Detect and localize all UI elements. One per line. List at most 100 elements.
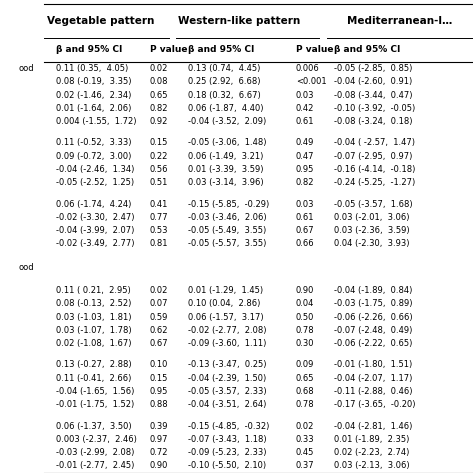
Text: -0.04 (-2.46,  1.34): -0.04 (-2.46, 1.34) (55, 165, 134, 174)
Text: -0.04 (-3.99,  2.07): -0.04 (-3.99, 2.07) (55, 226, 134, 235)
Text: 0.08: 0.08 (150, 77, 168, 86)
Text: 0.65: 0.65 (150, 91, 168, 100)
Text: ood: ood (19, 263, 35, 272)
Text: -0.01 (-1.75,  1.52): -0.01 (-1.75, 1.52) (55, 401, 134, 410)
Text: -0.05 (-5.57,  3.55): -0.05 (-5.57, 3.55) (188, 239, 266, 248)
Text: 0.90: 0.90 (150, 462, 168, 471)
Text: -0.03 (-3.46,  2.06): -0.03 (-3.46, 2.06) (188, 213, 266, 222)
Text: -0.02 (-3.30,  2.47): -0.02 (-3.30, 2.47) (55, 213, 134, 222)
Text: -0.03 (-2.99,  2.08): -0.03 (-2.99, 2.08) (55, 448, 134, 457)
Text: 0.61: 0.61 (296, 213, 314, 222)
Text: 0.81: 0.81 (150, 239, 168, 248)
Text: 0.18 (0.32,  6.67): 0.18 (0.32, 6.67) (188, 91, 260, 100)
Text: 0.06 (-1.49,  3.21): 0.06 (-1.49, 3.21) (188, 152, 263, 161)
Text: -0.08 (-3.44,  0.47): -0.08 (-3.44, 0.47) (334, 91, 412, 100)
Text: 0.10 (0.04,  2.86): 0.10 (0.04, 2.86) (188, 300, 260, 309)
Text: 0.02 (-1.46,  2.34): 0.02 (-1.46, 2.34) (55, 91, 131, 100)
Text: 0.01 (-3.39,  3.59): 0.01 (-3.39, 3.59) (188, 165, 263, 174)
Text: 0.03 (-2.01,  3.06): 0.03 (-2.01, 3.06) (334, 213, 409, 222)
Text: -0.09 (-5.23,  2.33): -0.09 (-5.23, 2.33) (188, 448, 266, 457)
Text: 0.25 (2.92,  6.68): 0.25 (2.92, 6.68) (188, 77, 260, 86)
Text: 0.33: 0.33 (296, 435, 315, 444)
Text: 0.61: 0.61 (296, 117, 314, 126)
Text: 0.06 (-1.87,  4.40): 0.06 (-1.87, 4.40) (188, 104, 263, 113)
Text: 0.07: 0.07 (150, 300, 168, 309)
Text: 0.09: 0.09 (296, 360, 314, 369)
Text: -0.06 (-2.22,  0.65): -0.06 (-2.22, 0.65) (334, 339, 412, 348)
Text: 0.03: 0.03 (296, 91, 314, 100)
Text: <0.001: <0.001 (296, 77, 327, 86)
Text: ood: ood (19, 64, 35, 73)
Text: Vegetable pattern: Vegetable pattern (46, 16, 154, 26)
Text: P value: P value (296, 46, 333, 55)
Text: β and 95% CI: β and 95% CI (55, 46, 122, 55)
Text: 0.06 (-1.57,  3.17): 0.06 (-1.57, 3.17) (188, 313, 263, 322)
Text: 0.67: 0.67 (296, 226, 315, 235)
Text: 0.10: 0.10 (150, 360, 168, 369)
Text: -0.04 (-1.89,  0.84): -0.04 (-1.89, 0.84) (334, 286, 412, 295)
Text: -0.04 (-2.60,  0.91): -0.04 (-2.60, 0.91) (334, 77, 412, 86)
Text: -0.17 (-3.65,  -0.20): -0.17 (-3.65, -0.20) (334, 401, 415, 410)
Text: 0.77: 0.77 (150, 213, 168, 222)
Text: 0.04 (-2.30,  3.93): 0.04 (-2.30, 3.93) (334, 239, 409, 248)
Text: β and 95% CI: β and 95% CI (188, 46, 254, 55)
Text: 0.11 (-0.41,  2.66): 0.11 (-0.41, 2.66) (55, 374, 131, 383)
Text: -0.15 (-5.85,  -0.29): -0.15 (-5.85, -0.29) (188, 200, 269, 209)
Text: 0.03 (-1.03,  1.81): 0.03 (-1.03, 1.81) (55, 313, 131, 322)
Text: 0.004 (-1.55,  1.72): 0.004 (-1.55, 1.72) (55, 117, 136, 126)
Text: 0.90: 0.90 (296, 286, 314, 295)
Text: 0.11 (0.35,  4.05): 0.11 (0.35, 4.05) (55, 64, 128, 73)
Text: 0.02: 0.02 (150, 286, 168, 295)
Text: 0.03 (-1.07,  1.78): 0.03 (-1.07, 1.78) (55, 326, 131, 335)
Text: -0.11 (-2.88,  0.46): -0.11 (-2.88, 0.46) (334, 387, 412, 396)
Text: -0.10 (-3.92,  -0.05): -0.10 (-3.92, -0.05) (334, 104, 415, 113)
Text: 0.59: 0.59 (150, 313, 168, 322)
Text: 0.42: 0.42 (296, 104, 314, 113)
Text: -0.07 (-3.43,  1.18): -0.07 (-3.43, 1.18) (188, 435, 266, 444)
Text: 0.15: 0.15 (150, 138, 168, 147)
Text: 0.95: 0.95 (296, 165, 314, 174)
Text: 0.50: 0.50 (296, 313, 314, 322)
Text: 0.03 (-2.36,  3.59): 0.03 (-2.36, 3.59) (334, 226, 409, 235)
Text: 0.06 (-1.37,  3.50): 0.06 (-1.37, 3.50) (55, 421, 131, 430)
Text: 0.02 (-2.23,  2.74): 0.02 (-2.23, 2.74) (334, 448, 409, 457)
Text: 0.04: 0.04 (296, 300, 314, 309)
Text: 0.01 (-1.64,  2.06): 0.01 (-1.64, 2.06) (55, 104, 131, 113)
Text: -0.07 (-2.48,  0.49): -0.07 (-2.48, 0.49) (334, 326, 412, 335)
Text: -0.10 (-5.50,  2.10): -0.10 (-5.50, 2.10) (188, 462, 265, 471)
Text: 0.08 (-0.19,  3.35): 0.08 (-0.19, 3.35) (55, 77, 131, 86)
Text: 0.68: 0.68 (296, 387, 315, 396)
Text: -0.02 (-2.77,  2.08): -0.02 (-2.77, 2.08) (188, 326, 266, 335)
Text: 0.78: 0.78 (296, 326, 315, 335)
Text: -0.13 (-3.47,  0.25): -0.13 (-3.47, 0.25) (188, 360, 266, 369)
Text: -0.05 (-3.57,  2.33): -0.05 (-3.57, 2.33) (188, 387, 266, 396)
Text: 0.02: 0.02 (150, 64, 168, 73)
Text: 0.56: 0.56 (150, 165, 168, 174)
Text: 0.49: 0.49 (296, 138, 314, 147)
Text: 0.65: 0.65 (296, 374, 314, 383)
Text: 0.92: 0.92 (150, 117, 168, 126)
Text: 0.11 ( 0.21,  2.95): 0.11 ( 0.21, 2.95) (55, 286, 130, 295)
Text: 0.02: 0.02 (296, 421, 314, 430)
Text: 0.06 (-1.74,  4.24): 0.06 (-1.74, 4.24) (55, 200, 131, 209)
Text: 0.11 (-0.52,  3.33): 0.11 (-0.52, 3.33) (55, 138, 131, 147)
Text: 0.03 (-3.14,  3.96): 0.03 (-3.14, 3.96) (188, 178, 263, 187)
Text: 0.41: 0.41 (150, 200, 168, 209)
Text: -0.05 (-5.49,  3.55): -0.05 (-5.49, 3.55) (188, 226, 266, 235)
Text: -0.03 (-1.75,  0.89): -0.03 (-1.75, 0.89) (334, 300, 412, 309)
Text: -0.04 (-2.39,  1.50): -0.04 (-2.39, 1.50) (188, 374, 266, 383)
Text: 0.47: 0.47 (296, 152, 314, 161)
Text: 0.82: 0.82 (296, 178, 314, 187)
Text: 0.66: 0.66 (296, 239, 315, 248)
Text: 0.95: 0.95 (150, 387, 168, 396)
Text: 0.53: 0.53 (150, 226, 168, 235)
Text: 0.45: 0.45 (296, 448, 314, 457)
Text: -0.04 (-3.51,  2.64): -0.04 (-3.51, 2.64) (188, 401, 266, 410)
Text: -0.01 (-1.80,  1.51): -0.01 (-1.80, 1.51) (334, 360, 412, 369)
Text: -0.02 (-3.49,  2.77): -0.02 (-3.49, 2.77) (55, 239, 134, 248)
Text: 0.62: 0.62 (150, 326, 168, 335)
Text: -0.24 (-5.25,  -1.27): -0.24 (-5.25, -1.27) (334, 178, 415, 187)
Text: 0.15: 0.15 (150, 374, 168, 383)
Text: Western-like pattern: Western-like pattern (178, 16, 301, 26)
Text: -0.05 (-2.85,  0.85): -0.05 (-2.85, 0.85) (334, 64, 412, 73)
